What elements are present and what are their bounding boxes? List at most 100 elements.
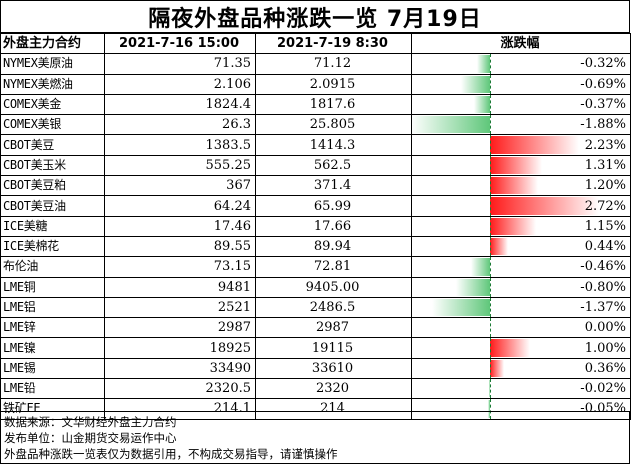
change-cell: 0.00% xyxy=(411,317,631,339)
contract-name: LME铝 xyxy=(0,296,105,319)
zero-axis-line xyxy=(490,359,492,378)
curr-price: 2486.5 xyxy=(255,296,412,319)
prev-price: 2320.5 xyxy=(104,378,256,400)
zero-axis-line xyxy=(490,176,492,195)
change-cell: -0.69% xyxy=(411,73,631,95)
curr-price: 1817.6 xyxy=(255,93,412,116)
table-row: CBOT美豆油 64.24 65.99 2.72% xyxy=(0,195,631,217)
footer-disclaimer: 外盘品种涨跌一览表仅为数据引用，不构成交易指导，请谨慎操作 xyxy=(4,447,338,461)
change-cell: -0.02% xyxy=(411,378,631,400)
prev-price: 214.1 xyxy=(104,398,256,420)
change-cell: -0.80% xyxy=(411,276,631,298)
change-percent: -0.05% xyxy=(580,401,626,417)
curr-price: 214 xyxy=(255,398,412,420)
change-cell: -0.32% xyxy=(411,53,631,75)
zero-axis-line xyxy=(490,115,492,134)
change-percent: 1.20% xyxy=(584,178,626,194)
zero-axis-line xyxy=(490,196,492,216)
change-bar xyxy=(490,177,538,195)
change-bar xyxy=(412,116,490,134)
footer-publisher: 发布单位：山金期货交易运作中心 xyxy=(4,431,177,445)
curr-price: 25.805 xyxy=(255,114,412,136)
contract-name: LME锌 xyxy=(0,317,105,339)
contract-name: CBOT美豆粕 xyxy=(0,175,105,197)
change-bar xyxy=(489,380,490,398)
change-bar xyxy=(490,197,599,215)
contract-name: ICE美棉花 xyxy=(0,235,105,258)
change-cell: 1.00% xyxy=(411,337,631,359)
prev-price: 1383.5 xyxy=(104,134,256,156)
sheet-title: 隔夜外盘品种涨跌一览 7月19日 xyxy=(0,0,630,33)
change-percent: -0.80% xyxy=(580,279,626,295)
table-row: LME锡 33490 33610 0.36% xyxy=(0,357,631,380)
change-percent: -0.37% xyxy=(580,97,626,113)
price-table: 外盘主力合约 2021-7-16 15:00 2021-7-19 8:30 涨跌… xyxy=(0,32,631,420)
footer-source: 数据来源：文华财经外盘主力合约 xyxy=(4,415,177,429)
change-bar xyxy=(490,359,505,378)
prev-price: 26.3 xyxy=(104,114,256,136)
change-cell: -1.37% xyxy=(411,296,631,319)
prev-price: 2521 xyxy=(104,296,256,319)
contract-name: LME锡 xyxy=(0,357,105,380)
prev-price: 367 xyxy=(104,175,256,197)
table-row: NYMEX美原油 71.35 71.12 -0.32% xyxy=(0,53,631,75)
header-contract: 外盘主力合约 xyxy=(0,32,105,55)
curr-price: 17.66 xyxy=(255,215,412,237)
contract-name: LME镍 xyxy=(0,337,105,359)
change-percent: -0.46% xyxy=(580,259,626,275)
contract-name: CBOT美玉米 xyxy=(0,154,105,177)
curr-price: 1414.3 xyxy=(255,134,412,156)
header-curr-time: 2021-7-19 8:30 xyxy=(255,32,412,55)
table-row: NYMEX美燃油 2.106 2.0915 -0.69% xyxy=(0,73,631,95)
prev-price: 2.106 xyxy=(104,73,256,95)
curr-price: 562.5 xyxy=(255,154,412,177)
table-row: LME铅 2320.5 2320 -0.02% xyxy=(0,378,631,400)
change-bar xyxy=(490,156,543,175)
table-row: ICE美糖 17.46 17.66 1.15% xyxy=(0,215,631,237)
curr-price: 9405.00 xyxy=(255,276,412,298)
zero-axis-line xyxy=(490,257,492,277)
contract-name: LME铜 xyxy=(0,276,105,298)
table-row: LME铝 2521 2486.5 -1.37% xyxy=(0,296,631,319)
change-percent: 2.72% xyxy=(584,198,626,214)
prev-price: 18925 xyxy=(104,337,256,359)
table-row: 铁矿FE 214.1 214 -0.05% xyxy=(0,398,631,420)
change-cell: 1.31% xyxy=(411,154,631,177)
change-cell: 1.15% xyxy=(411,215,631,237)
curr-price: 2.0915 xyxy=(255,73,412,95)
change-bar xyxy=(474,95,490,114)
table-row: CBOT美豆 1383.5 1414.3 2.23% xyxy=(0,134,631,156)
curr-price: 72.81 xyxy=(255,256,412,278)
zero-axis-line xyxy=(490,318,492,337)
change-percent: -1.88% xyxy=(580,117,626,133)
zero-axis-line xyxy=(490,95,492,114)
table-row: COMEX美银 26.3 25.805 -1.88% xyxy=(0,114,631,136)
change-percent: 1.00% xyxy=(584,340,626,356)
prev-price: 1824.4 xyxy=(104,93,256,116)
change-percent: -0.69% xyxy=(580,76,626,92)
contract-name: COMEX美银 xyxy=(0,114,105,136)
contract-name: CBOT美豆 xyxy=(0,134,105,156)
change-bar xyxy=(490,237,508,256)
table-row: CBOT美玉米 555.25 562.5 1.31% xyxy=(0,154,631,177)
prev-price: 71.35 xyxy=(104,53,256,75)
table-row: LME铜 9481 9405.00 -0.80% xyxy=(0,276,631,298)
table-row: ICE美棉花 89.55 89.94 0.44% xyxy=(0,235,631,258)
prev-price: 64.24 xyxy=(104,195,256,217)
zero-axis-line xyxy=(490,298,492,317)
change-cell: 1.20% xyxy=(411,175,631,197)
contract-name: CBOT美豆油 xyxy=(0,195,105,217)
change-bar xyxy=(461,75,490,93)
contract-name: 布伦油 xyxy=(0,256,105,278)
change-cell: -0.37% xyxy=(411,93,631,116)
change-cell: -1.88% xyxy=(411,114,631,136)
change-bar xyxy=(490,339,530,357)
change-bar xyxy=(490,136,580,154)
change-cell: -0.05% xyxy=(411,398,631,420)
curr-price: 65.99 xyxy=(255,195,412,217)
change-bar xyxy=(456,278,490,296)
zero-axis-line xyxy=(490,399,492,419)
prev-price: 555.25 xyxy=(104,154,256,177)
change-cell: 0.36% xyxy=(411,357,631,380)
zero-axis-line xyxy=(490,217,492,236)
